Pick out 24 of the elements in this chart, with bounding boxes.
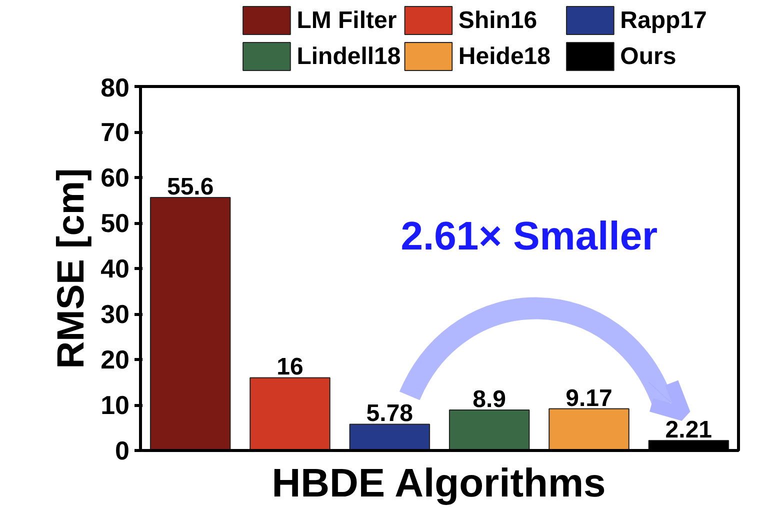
y-tick-label: 0 — [115, 436, 130, 466]
legend-label: Heide18 — [458, 43, 550, 70]
data-label: 2.21 — [665, 416, 712, 444]
y-tick-label: 80 — [100, 72, 130, 102]
legend-label: Lindell18 — [296, 43, 401, 70]
legend-label: Shin16 — [458, 7, 538, 34]
y-tick-label: 50 — [100, 208, 130, 238]
legend-label: LM Filter — [296, 7, 397, 34]
data-label: 9.17 — [566, 384, 612, 412]
y-tick-label: 20 — [100, 344, 130, 374]
data-label: 16 — [276, 354, 304, 381]
y-tick-label: 30 — [100, 299, 130, 329]
y-tick-label: 60 — [100, 162, 130, 192]
data-label: 5.78 — [366, 400, 414, 428]
y-tick-label: 70 — [100, 117, 130, 147]
annotation: 2.61× Smaller — [400, 214, 658, 259]
x-axis-title: HBDE Algorithms — [272, 462, 606, 506]
legend-label: Rapp17 — [620, 7, 707, 34]
data-label: 55.6 — [166, 174, 214, 201]
y-tick-label: 40 — [100, 254, 130, 284]
y-tick-label: 10 — [100, 390, 130, 420]
y-axis-title: RMSE [cm] — [50, 168, 93, 369]
legend-label: Ours — [620, 43, 676, 70]
data-label: 8.9 — [472, 386, 506, 414]
